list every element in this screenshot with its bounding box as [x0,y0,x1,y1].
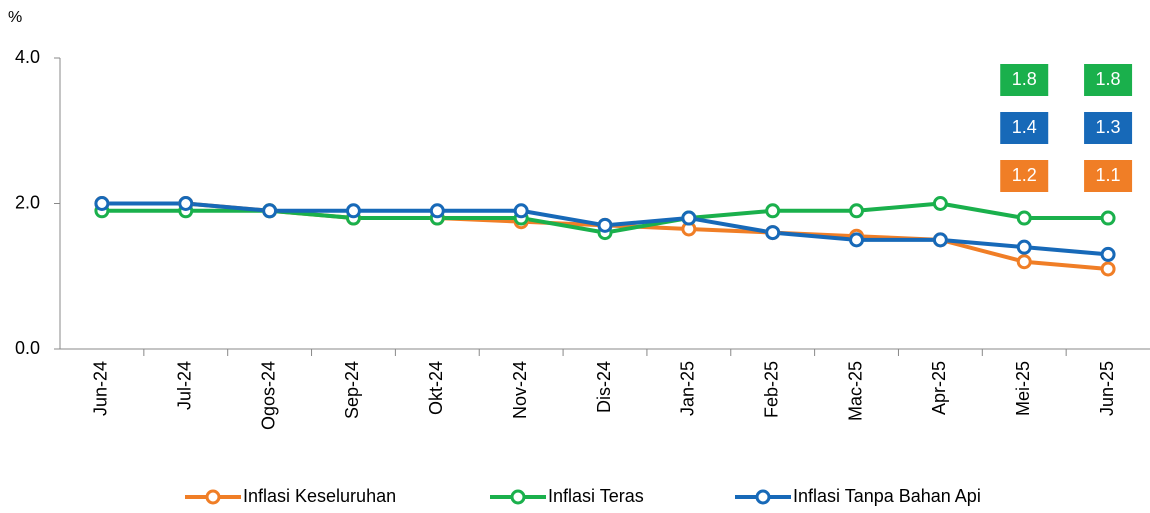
point [932,232,948,248]
value-label-box [1084,112,1133,144]
y-axis-unit: % [8,9,22,26]
point [262,203,278,219]
point [765,225,781,241]
point [681,210,697,226]
point [597,217,613,233]
x-tick-label: Sep-24 [342,361,362,419]
legend-label: Inflasi Keseluruhan [243,486,396,506]
x-tick-label: Jan-25 [678,361,698,416]
value-label-box [1084,160,1133,192]
value-label: 1.3 [1096,117,1121,137]
legend-marker [755,489,771,505]
x-tick-label: Jun-24 [91,361,111,416]
legend-label: Inflasi Tanpa Bahan Api [793,486,981,506]
x-tick-label: Apr-25 [929,361,949,415]
point [1100,246,1116,262]
point [1100,210,1116,226]
x-tick-label: Dis-24 [594,361,614,413]
point [849,232,865,248]
point [178,196,194,211]
value-label: 1.1 [1096,165,1121,185]
x-tick-label: Okt-24 [426,361,446,415]
point [1100,261,1116,277]
value-label-box [1084,64,1133,96]
x-tick-label: Jul-24 [175,361,195,410]
x-tick-label: Ogos-24 [258,361,278,430]
point [513,203,529,219]
x-tick-label: Mei-25 [1013,361,1033,416]
value-label: 1.4 [1012,117,1037,137]
value-label: 1.2 [1012,165,1037,185]
value-label-box [1000,112,1049,144]
point [94,196,110,211]
point [932,196,948,211]
x-tick-label: Nov-24 [510,361,530,419]
x-tick-label: Mac-25 [845,361,865,421]
value-label-box [1000,64,1049,96]
point [345,203,361,219]
point [765,203,781,219]
point [429,203,445,219]
value-label-box [1000,160,1049,192]
legend-marker [205,489,221,505]
point [1016,254,1032,270]
y-tick-label: 2.0 [15,192,40,212]
legend-marker [510,489,526,505]
point [1016,239,1032,255]
legend-label: Inflasi Teras [548,486,644,506]
value-label: 1.8 [1012,69,1037,89]
y-tick-label: 0.0 [15,338,40,358]
point [1016,210,1032,226]
y-tick-label: 4.0 [15,47,40,67]
value-label: 1.8 [1096,69,1121,89]
x-tick-label: Jun-25 [1097,361,1117,416]
point [849,203,865,219]
x-tick-label: Feb-25 [761,361,781,418]
